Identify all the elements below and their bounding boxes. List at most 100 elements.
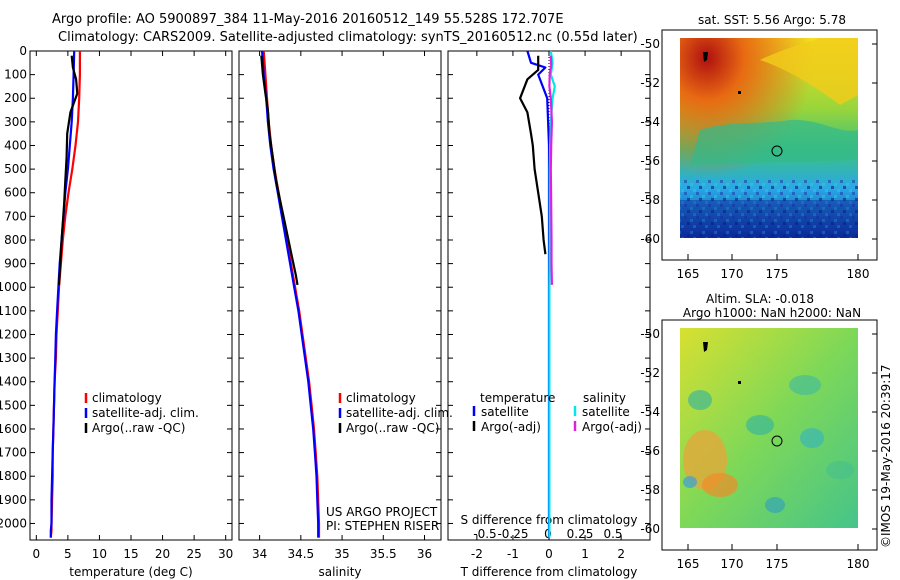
depth-tick-label: 1500 — [0, 398, 27, 412]
depth-tick-label: 1000 — [0, 280, 27, 294]
sst-map-ytick-label: -56 — [640, 154, 660, 168]
depth-tick-label: 1700 — [0, 446, 27, 460]
sla-map-xtick-label: 165 — [677, 557, 700, 571]
depth-tick-label: 1300 — [0, 351, 27, 365]
differences-xtick-label: -1 — [507, 547, 519, 561]
sla-map-ytick-label: -60 — [640, 522, 660, 536]
sla-map-ytick-label: -52 — [640, 366, 660, 380]
temperature-xlabel: temperature (deg C) — [69, 565, 192, 579]
depth-tick-label: 200 — [4, 91, 27, 105]
salinity-legend-label: satellite-adj. clim. — [346, 406, 453, 420]
diff-legend-label: Argo(-adj) — [582, 420, 642, 434]
depth-tick-label: 600 — [4, 186, 27, 200]
temperature-xtick-label: 30 — [218, 547, 233, 561]
differences-xtick-label: 0 — [545, 547, 553, 561]
differences-series-temperature-satellite — [526, 50, 551, 538]
salinity-series-argo — [260, 55, 299, 286]
pi-credit: PI: STEPHEN RISER — [326, 519, 439, 533]
diff-legend-label: Argo(-adj) — [481, 420, 541, 434]
sst-map-xtick-label: 175 — [766, 267, 789, 281]
depth-tick-label: 1100 — [0, 304, 27, 318]
temperature-xtick-label: 20 — [155, 547, 170, 561]
maps-group: 165 170 175 180 -50 -52 -54 -56 -58 -60 165 170 175 1… — [640, 13, 878, 571]
sst-map-ytick-label: -54 — [640, 115, 660, 129]
salinity-diff-tick-label: -0.25 — [497, 527, 528, 541]
sst-map-xtick-label: 180 — [847, 267, 870, 281]
salinity-plot-frame — [238, 50, 442, 541]
sla-map-image — [680, 328, 858, 528]
temperature-series-satellite — [49, 50, 76, 538]
sst-map-ytick-label: -52 — [640, 76, 660, 90]
sst-map-frame — [661, 29, 878, 261]
temperature-legend-label: climatology — [92, 391, 162, 405]
temperature-legend-label: Argo(..raw -QC) — [92, 421, 185, 435]
salinity-series-climatology — [262, 50, 321, 538]
depth-tick-label: 1600 — [0, 422, 27, 436]
project-credit: US ARGO PROJECT — [326, 505, 438, 519]
depth-tick-label: 400 — [4, 138, 27, 152]
chart-title-line1: Argo profile: AO 5900897_384 11-May-2016… — [52, 12, 564, 27]
differences-xtick-label: -2 — [471, 547, 483, 561]
differences-series-temperature-argo — [518, 55, 547, 255]
sla-map-ytick-label: -54 — [640, 405, 660, 419]
depth-tick-label: 1800 — [0, 469, 27, 483]
salinity-xtick-label: 34.5 — [287, 547, 314, 561]
differences-series-salinity-argo — [548, 55, 554, 285]
salinity-xtick-label: 35 — [334, 547, 349, 561]
depth-tick-label: 1200 — [0, 327, 27, 341]
salinity-xtick-label: 35.5 — [370, 547, 397, 561]
sst-map-xtick-label: 165 — [677, 267, 700, 281]
imos-watermark: ©IMOS 19-May-2016 20:39:17 — [879, 364, 893, 548]
argo-position-marker — [771, 145, 783, 157]
sst-map-ytick-label: -60 — [640, 232, 660, 246]
sst-map-image — [680, 38, 858, 238]
sst-map-xtick-label: 170 — [721, 267, 744, 281]
depth-tick-label: 700 — [4, 209, 27, 223]
temperature-legend-label: satellite-adj. clim. — [92, 406, 199, 420]
temperature-xtick-label: 5 — [64, 547, 72, 561]
sst-map-ytick-label: -50 — [640, 37, 660, 51]
sla-map-xtick-label: 170 — [721, 557, 744, 571]
temperature-xtick-label: 15 — [123, 547, 138, 561]
sla-map-title-line2: Argo h1000: NaN h2000: NaN — [683, 306, 861, 320]
salinity-diff-tick-label: 0.25 — [567, 527, 594, 541]
chart-title-line2: Climatology: CARS2009. Satellite-adjuste… — [58, 30, 638, 45]
sla-map-title-line1: Altim. SLA: -0.018 — [706, 292, 814, 306]
salinity-legend-label: climatology — [346, 391, 416, 405]
depth-tick-label: 0 — [19, 44, 27, 58]
salinity-diff-tick-label: 0.5 — [603, 527, 622, 541]
depth-tick-label: 2000 — [0, 516, 27, 530]
salinity-diff-tick-label: -0.5 — [473, 527, 496, 541]
salinity-xlabel: salinity — [318, 565, 361, 579]
differences-xtick-label: 1 — [581, 547, 589, 561]
differences-xlabel: T difference from climatology — [460, 565, 638, 579]
diff-legend-label: satellite — [481, 405, 529, 419]
sla-map-ytick-label: -56 — [640, 444, 660, 458]
sst-map-title: sat. SST: 5.56 Argo: 5.78 — [698, 13, 846, 27]
salinity-xtick-label: 34 — [252, 547, 267, 561]
depth-tick-label: 1400 — [0, 375, 27, 389]
depth-tick-label: 500 — [4, 162, 27, 176]
argo-position-marker — [771, 435, 783, 447]
depth-tick-label: 300 — [4, 115, 27, 129]
diff-legend-label: satellite — [582, 405, 630, 419]
sst-map-ytick-label: -58 — [640, 193, 660, 207]
salinity-series-satellite — [261, 50, 320, 538]
salinity-xtick-label: 36 — [417, 547, 432, 561]
temperature-series-argo — [57, 55, 79, 285]
temperature-xtick-label: 10 — [92, 547, 107, 561]
sla-map-xtick-label: 175 — [766, 557, 789, 571]
temperature-plot-frame — [29, 50, 233, 541]
salinity-legend-label: Argo(..raw -QC) — [346, 421, 439, 435]
sla-map-xtick-label: 180 — [847, 557, 870, 571]
depth-tick-label: 800 — [4, 233, 27, 247]
depth-tick-label: 100 — [4, 68, 27, 82]
diff-legend-salinity-heading: salinity — [583, 391, 626, 405]
depth-tick-label: 900 — [4, 257, 27, 271]
differences-xtick-label: 2 — [617, 547, 625, 561]
temperature-xtick-label: 25 — [186, 547, 201, 561]
sla-map-ytick-label: -58 — [640, 483, 660, 497]
sla-map-ytick-label: -50 — [640, 327, 660, 341]
temperature-series-climatology — [49, 51, 82, 538]
